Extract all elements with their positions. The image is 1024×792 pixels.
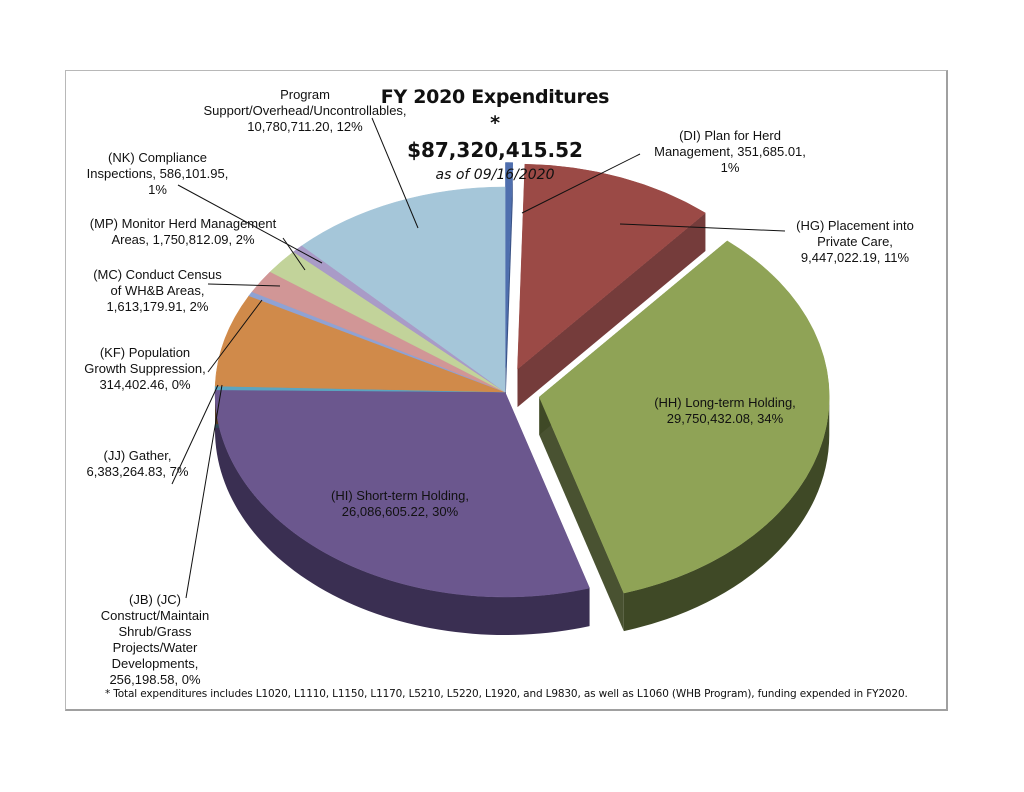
data-label-HI: (HI) Short-term Holding, 26,086,605.22, … [331, 488, 469, 519]
leader-line-HG [619, 223, 786, 232]
data-label-PS: Program Support/Overhead/Uncontrollables… [203, 87, 407, 134]
slice-PS [301, 186, 506, 393]
data-label-NK: (NK) Compliance Inspections, 586,101.95,… [86, 150, 229, 197]
data-label-JJ: (JJ) Gather, 6,383,264.83, 7% [86, 448, 189, 479]
slice-side-HH [623, 396, 830, 632]
leader-line-NK [177, 184, 323, 264]
data-label-MP: (MP) Monitor Herd Management Areas, 1,75… [89, 216, 277, 247]
slice-side-HI [215, 392, 590, 636]
data-label-KF: (KF) Population Growth Suppression, 314,… [84, 345, 206, 392]
slice-HI [214, 389, 590, 598]
leader-line-MP [282, 237, 306, 271]
data-label-HG: (HG) Placement into Private Care, 9,447,… [796, 218, 914, 265]
chart-subtitle: as of 09/16/2020 [435, 167, 555, 183]
slice-wall-HH-1 [539, 396, 624, 632]
data-label-MC: (MC) Conduct Census of WH&B Areas, 1,613… [93, 267, 222, 314]
leader-line-JJ [171, 384, 219, 485]
leader-lines [171, 117, 786, 599]
slice-HG [517, 163, 706, 370]
data-label-HH: (HH) Long-term Holding, 29,750,432.08, 3… [654, 395, 796, 426]
data-label-DI: (DI) Plan for Herd Management, 351,685.0… [654, 128, 806, 175]
slice-DI [505, 162, 514, 368]
leader-line-JBJC [185, 384, 223, 599]
pie-top-layer [214, 162, 830, 598]
chart-title: FY 2020 Expenditures * [380, 86, 610, 134]
leader-line-DI [521, 153, 641, 214]
slice-HH [538, 240, 830, 594]
slice-wall-DI-1 [505, 162, 513, 406]
leader-line-MC [207, 283, 281, 287]
slice-JJ [214, 295, 506, 393]
slice-wall-HG-1 [517, 212, 706, 408]
chart-total: $87,320,415.52 [407, 138, 583, 162]
chart-title-block: FY 2020 Expenditures * $87,320,415.52 as… [375, 84, 615, 186]
leader-line-KF [207, 299, 263, 373]
leader-line-PS [371, 117, 419, 229]
chart-footnote: * Total expenditures includes L1020, L11… [105, 688, 908, 700]
data-label-JBJC: (JB) (JC) Construct/Maintain Shrub/Grass… [100, 592, 210, 687]
